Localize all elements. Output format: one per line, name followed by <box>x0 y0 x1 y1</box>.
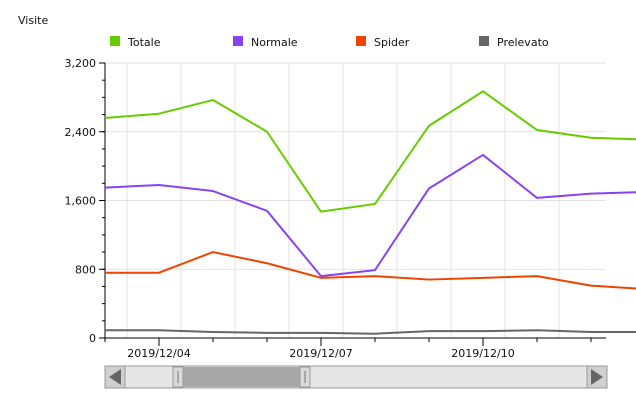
arrow-left-icon <box>109 369 121 385</box>
series-line-totale <box>104 90 636 213</box>
x-tick-label: 2019/12/07 <box>289 347 352 360</box>
scrollbar[interactable] <box>104 365 608 389</box>
scroll-right-button[interactable] <box>586 365 608 389</box>
legend-label: Spider <box>374 36 410 49</box>
y-tick-label: 1,600 <box>65 195 97 208</box>
series-line-prelevato <box>105 329 636 335</box>
axes: 3,200 2,400 1,600 800 0 2019/12/04 2019/12/07 2… <box>65 57 606 360</box>
scroll-thumb-body[interactable] <box>173 367 310 387</box>
series-line-spider <box>105 251 636 290</box>
legend-item-prelevato[interactable]: Prelevato <box>479 36 549 49</box>
scroll-left-button[interactable] <box>104 365 126 389</box>
y-tick-label: 0 <box>89 332 96 345</box>
arrow-right-icon <box>591 369 603 385</box>
y-tick-label: 2,400 <box>65 126 97 139</box>
legend-swatch <box>110 36 120 46</box>
legend-label: Normale <box>251 36 298 49</box>
legend-label: Prelevato <box>497 36 549 49</box>
legend-label: Totale <box>127 36 161 49</box>
grid <box>105 62 606 339</box>
legend-swatch <box>233 36 243 46</box>
legend-swatch <box>356 36 366 46</box>
legend: Totale Normale Spider Prelevato <box>110 36 549 49</box>
x-tick-label: 2019/12/10 <box>451 347 514 360</box>
y-tick-label: 800 <box>75 263 96 276</box>
y-tick-label: 3,200 <box>65 57 97 70</box>
legend-item-totale[interactable]: Totale <box>110 36 161 49</box>
legend-item-spider[interactable]: Spider <box>356 36 410 49</box>
series-lines <box>104 90 636 335</box>
scroll-thumb[interactable] <box>172 366 311 388</box>
x-tick-label: 2019/12/04 <box>127 347 190 360</box>
legend-item-normale[interactable]: Normale <box>233 36 298 49</box>
y-axis-label: Visite <box>18 14 48 27</box>
legend-swatch <box>479 36 489 46</box>
series-line-normale <box>104 153 636 278</box>
